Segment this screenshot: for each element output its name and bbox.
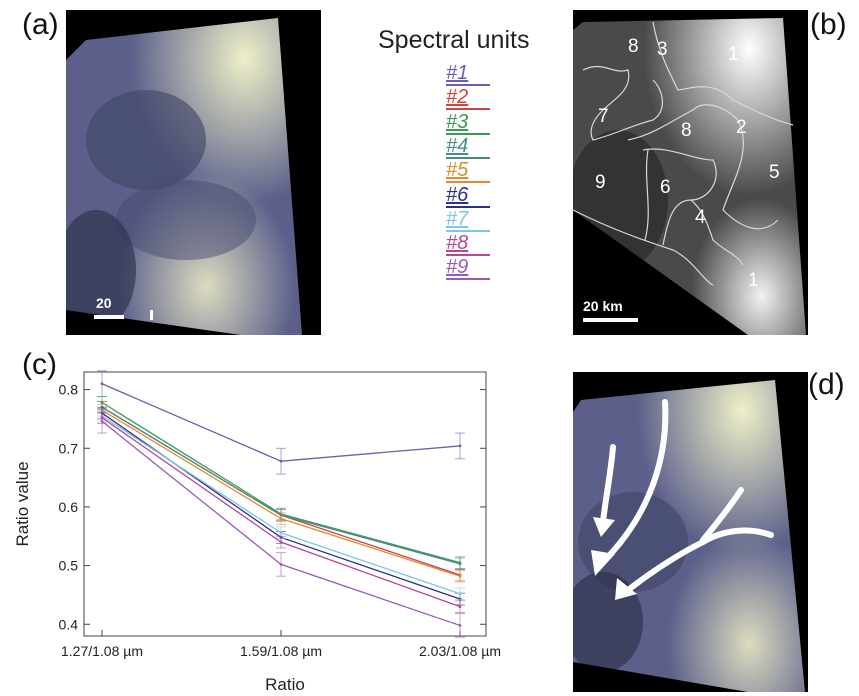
legend-line-7 (446, 229, 490, 232)
legend-line-8 (446, 254, 490, 257)
legend-item-4: #4 (446, 134, 469, 157)
data-point (279, 531, 283, 535)
data-point (458, 624, 462, 627)
x-tick-label: 2.03/1.08 µm (419, 643, 501, 659)
region-label-8b: 8 (681, 120, 692, 141)
panel-d-image (573, 372, 808, 692)
data-point (458, 605, 462, 609)
data-point (100, 419, 104, 423)
data-point (279, 517, 283, 521)
legend-item-6: #6 (446, 183, 469, 206)
legend-line-4 (446, 156, 490, 159)
panel-a-label: (a) (22, 8, 59, 41)
panel-b-map: 1 2 3 4 5 6 7 8 8 9 1 20 km (573, 10, 808, 335)
legend-line-2 (446, 108, 490, 111)
series-line-5 (101, 409, 461, 577)
legend-line-1 (446, 84, 490, 86)
y-tick-label: 0.7 (59, 440, 79, 456)
data-point (458, 592, 462, 596)
data-point (458, 562, 462, 566)
region-label-7: 7 (598, 106, 609, 127)
region-label-2: 2 (736, 117, 747, 138)
legend-line-3 (446, 132, 490, 135)
legend-line-6 (446, 205, 490, 208)
data-point (279, 540, 283, 544)
region-label-9: 9 (595, 172, 606, 193)
y-tick-label: 0.6 (59, 499, 79, 515)
legend-item-3: #3 (446, 110, 469, 133)
region-label-1b: 1 (748, 270, 759, 291)
y-tick-label: 0.8 (59, 382, 79, 398)
panel-d-label: (d) (808, 368, 845, 401)
region-label-3: 3 (657, 39, 668, 60)
x-tick-label: 1.59/1.08 µm (240, 643, 322, 659)
region-label-4: 4 (695, 207, 706, 228)
y-tick-label: 0.5 (59, 558, 79, 574)
panel-b-label: (b) (810, 8, 847, 41)
legend-line-5 (446, 181, 490, 184)
region-label-6: 6 (660, 177, 671, 198)
y-tick-label: 0.4 (59, 616, 79, 632)
legend-item-2: #2 (446, 86, 469, 109)
legend-item-1: #1 (446, 62, 469, 84)
panel-c-chart: 0.4 0.5 0.6 0.7 0.8 1.27/1.08 µm 1.59/1.08 µm 2… (13, 370, 501, 694)
panel-a-scale-label: 20 (96, 295, 112, 311)
panel-a-image: 20 (66, 10, 321, 335)
data-point (458, 574, 462, 578)
y-axis-title: Ratio value (13, 461, 32, 546)
data-point (100, 382, 104, 386)
panel-c-label: (c) (22, 348, 57, 381)
x-axis-title: Ratio (265, 675, 305, 694)
x-tick-label: 1.27/1.08 µm (61, 643, 143, 659)
legend-item-9: #9 (446, 256, 469, 279)
region-label-1: 1 (728, 44, 739, 65)
data-point (279, 563, 283, 566)
legend-title: Spectral units (378, 26, 530, 54)
legend-item-5: #5 (446, 159, 469, 182)
plot-frame (83, 371, 487, 637)
region-label-8a: 8 (628, 36, 639, 57)
legend-item-7: #7 (446, 207, 469, 230)
panel-b-scale-label: 20 km (583, 298, 623, 314)
legend-line-9 (446, 278, 490, 281)
data-point (458, 444, 462, 448)
data-point (279, 459, 283, 463)
legend-item-8: #8 (446, 232, 469, 255)
region-label-5: 5 (769, 162, 780, 183)
